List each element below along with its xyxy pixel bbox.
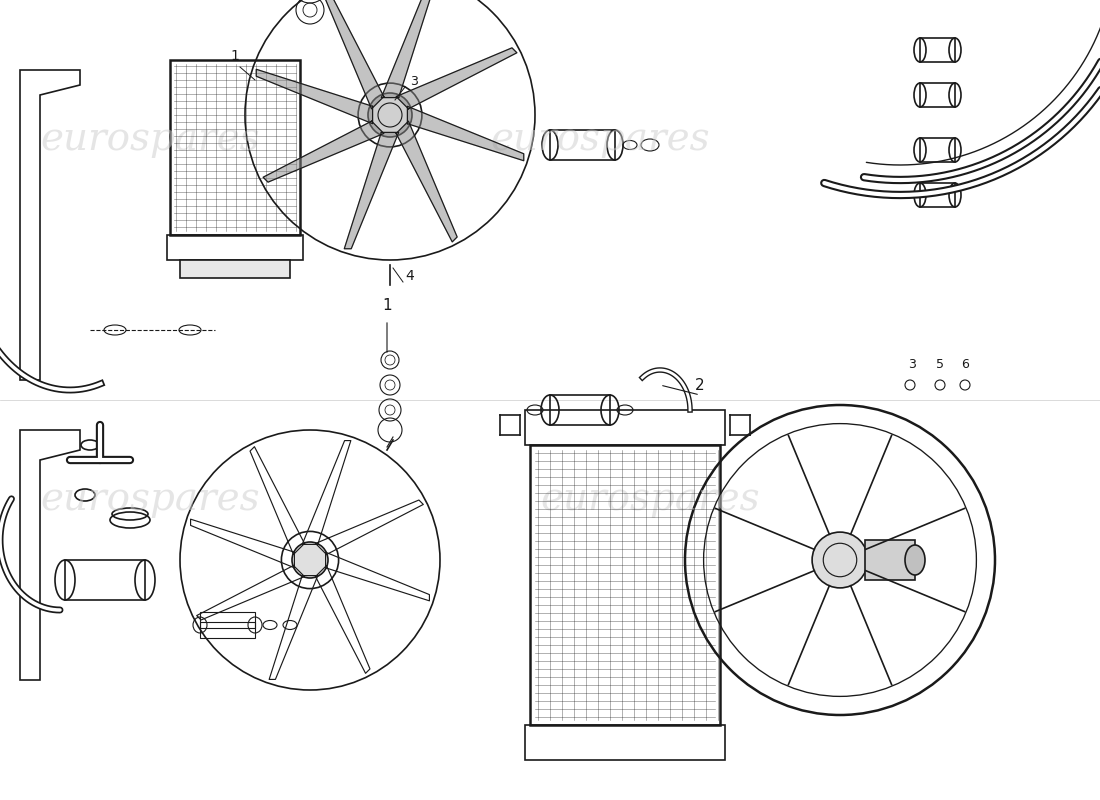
Polygon shape — [263, 121, 384, 182]
Bar — [550, 130, 615, 160]
Text: eurospares: eurospares — [540, 482, 760, 518]
Bar — [920, 83, 955, 107]
Ellipse shape — [905, 545, 925, 575]
Bar — [865, 540, 915, 580]
Bar — [550, 395, 610, 425]
Text: 6: 6 — [961, 358, 969, 371]
Bar — [65, 560, 145, 600]
Bar — [525, 725, 725, 760]
Text: 3: 3 — [410, 75, 418, 88]
Polygon shape — [396, 48, 517, 109]
Bar — [530, 445, 720, 725]
Polygon shape — [256, 70, 373, 124]
Bar — [180, 260, 290, 278]
Bar — [920, 38, 955, 62]
Text: 4: 4 — [405, 269, 414, 283]
Polygon shape — [344, 132, 398, 249]
Text: 1: 1 — [382, 298, 392, 313]
Text: 1: 1 — [230, 49, 239, 63]
Bar — [920, 138, 955, 162]
Text: 3: 3 — [909, 358, 916, 371]
Text: 5: 5 — [936, 358, 944, 371]
Bar — [920, 183, 955, 207]
Text: eurospares: eurospares — [491, 122, 710, 158]
Text: eurospares: eurospares — [41, 482, 260, 518]
Bar — [170, 60, 300, 235]
Polygon shape — [407, 106, 524, 161]
Bar — [167, 235, 302, 260]
Bar — [200, 612, 255, 628]
Polygon shape — [322, 0, 384, 109]
Circle shape — [368, 93, 412, 137]
Polygon shape — [382, 0, 436, 98]
Bar — [525, 410, 725, 445]
Circle shape — [812, 532, 868, 588]
Polygon shape — [396, 121, 458, 242]
Text: 2: 2 — [695, 378, 705, 393]
Circle shape — [292, 542, 328, 578]
Bar — [200, 622, 255, 638]
Text: eurospares: eurospares — [41, 122, 260, 158]
